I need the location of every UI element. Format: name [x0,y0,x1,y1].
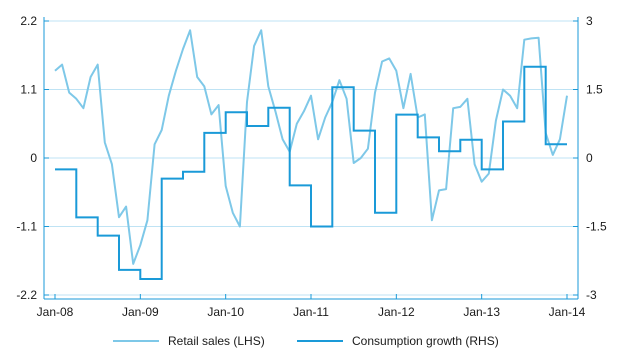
right-tick-label: 1.5 [586,83,603,97]
axes: 2.2 1.1 0 -1.1 -2.2 3 1.5 0 -1.5 -3 Jan-08 Jan-09 Ja… [16,14,607,319]
x-tick-label: Jan-13 [463,305,500,319]
legend: Retail sales (LHS) Consumption growth (RH… [113,334,499,348]
right-tick-label: -3 [586,288,597,302]
left-tick-label: -2.2 [16,288,37,302]
gridlines [44,20,578,296]
left-tick-label: 1.1 [20,83,37,97]
x-tick-label: Jan-12 [378,305,415,319]
left-tick-label: -1.1 [16,220,37,234]
right-tick-label: 0 [586,151,593,165]
legend-label: Consumption growth (RHS) [352,334,499,348]
left-tick-label: 2.2 [20,14,37,28]
x-tick-label: Jan-09 [122,305,159,319]
legend-label: Retail sales (LHS) [168,334,265,348]
x-tick-label: Jan-08 [37,305,74,319]
x-tick-label: Jan-10 [207,305,244,319]
right-tick-label: -1.5 [586,220,607,234]
series-line-retail-sales [54,29,568,265]
left-tick-label: 0 [30,151,37,165]
right-tick-label: 3 [586,14,593,28]
series-lines [54,29,568,280]
x-tick-label: Jan-14 [549,305,586,319]
series-line-consumption-growth [55,65,567,280]
x-tick-label: Jan-11 [293,305,329,319]
